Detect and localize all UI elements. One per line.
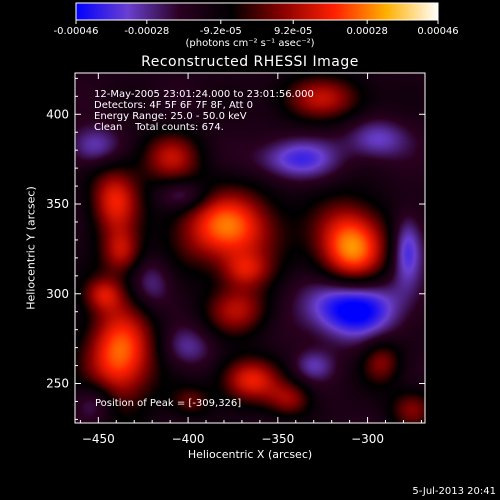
colorbar-tick-label: -0.00028	[124, 26, 169, 37]
colorbar-tick-label: -0.00046	[54, 26, 99, 37]
timestamp: 5-Jul-2013 20:41	[412, 486, 496, 497]
heatmap-image	[75, 73, 425, 423]
colorbar-fill	[75, 2, 439, 21]
x-tick-label: −450	[82, 432, 115, 446]
info-energy-range: Energy Range: 25.0 - 50.0 keV	[94, 111, 247, 122]
info-block: 12-May-2005 23:01:24.000 to 23:01:56.000…	[94, 89, 314, 133]
y-axis-ticks: 250 300 350 400	[46, 77, 425, 420]
colorbar-unit: (photons cm⁻² s⁻¹ asec⁻²)	[185, 38, 315, 49]
x-tick-label: −350	[261, 432, 294, 446]
info-time-range: 12-May-2005 23:01:24.000 to 23:01:56.000	[94, 89, 314, 100]
x-axis-ticks: −450 −400 −350 −300	[79, 73, 422, 446]
colorbar-ticks: -0.00046 -0.00028 -9.2e-05 9.2e-05 0.00028 0.…	[54, 20, 459, 37]
colorbar: -0.00046 -0.00028 -9.2e-05 9.2e-05 0.00028 0.…	[54, 2, 459, 37]
x-tick-label: −400	[172, 432, 205, 446]
x-axis-label: Heliocentric X (arcsec)	[187, 448, 313, 461]
peak-position-label: Position of Peak = [-309,326]	[95, 398, 242, 409]
colorbar-tick-label: 0.00028	[346, 26, 387, 37]
y-axis-label: Heliocentric Y (arcsec)	[24, 186, 38, 310]
colorbar-tick-label: -9.2e-05	[200, 26, 242, 37]
y-tick-label: 350	[46, 197, 69, 211]
plot-axes: −450 −400 −350 −300 250 300 350 400	[46, 72, 426, 446]
y-tick-label: 250	[46, 377, 69, 391]
plot-frame	[74, 72, 426, 424]
y-tick-label: 300	[46, 287, 69, 301]
colorbar-tick-label: 9.2e-05	[274, 26, 312, 37]
info-detectors: Detectors: 4F 5F 6F 7F 8F, Att 0	[94, 100, 254, 111]
colorbar-tick-label: 0.00046	[417, 26, 458, 37]
chart-title: Reconstructed RHESSI Image	[141, 54, 359, 70]
y-tick-label: 400	[46, 107, 69, 121]
info-counts: Clean Total counts: 674.	[94, 122, 224, 133]
x-tick-label: −300	[351, 432, 384, 446]
